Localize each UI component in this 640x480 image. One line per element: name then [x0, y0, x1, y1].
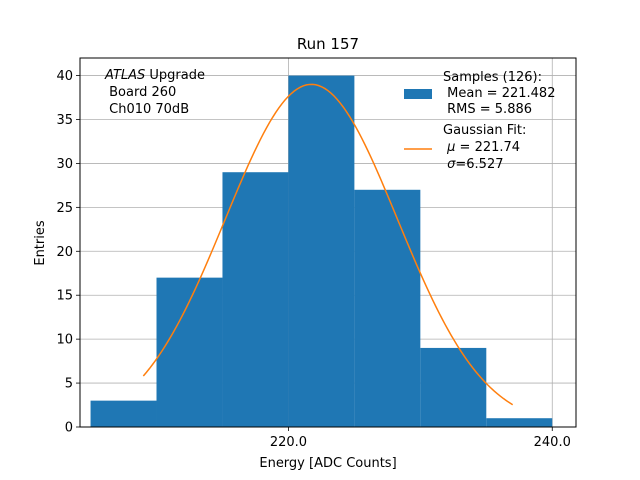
legend-sigma-value: =6.527: [455, 157, 503, 172]
histogram-bar: [90, 400, 157, 427]
x-tick-label: 240.0: [534, 435, 571, 450]
histogram-bar: [288, 75, 355, 428]
y-tick-label: 30: [56, 157, 73, 172]
histogram-bar: [222, 172, 289, 427]
y-tick-label: 20: [56, 245, 73, 260]
legend-samples-rms: RMS = 5.886: [443, 102, 532, 117]
legend-sigma-symbol: σ: [447, 157, 456, 172]
y-tick-label: 15: [56, 289, 73, 304]
annotation-italic: ATLAS: [104, 68, 145, 83]
y-tick-label: 35: [56, 113, 73, 128]
y-tick-label: 5: [65, 377, 73, 392]
histogram-bar: [420, 347, 487, 427]
annotation-upgrade: Upgrade: [145, 68, 205, 83]
plot-frame: [79, 57, 577, 428]
histogram-bars: [90, 75, 553, 428]
legend: Samples (126): Mean = 221.482 RMS = 5.88…: [404, 70, 555, 172]
legend-samples-title: Samples (126):: [443, 70, 542, 85]
annotation-line-2: Board 260: [105, 85, 176, 100]
legend-mu-symbol: μ: [446, 140, 455, 155]
atlas-annotation: ATLAS Upgrade Board 260 Ch010 70dB: [104, 68, 205, 117]
annotation-line-1: ATLAS Upgrade: [104, 68, 205, 83]
histogram-bar: [486, 418, 553, 427]
y-tick-label: 40: [56, 69, 73, 84]
y-axis-label: Entries: [33, 220, 48, 266]
legend-samples-swatch: [404, 89, 432, 99]
x-tick-label: 220.0: [270, 435, 307, 450]
histogram-bar: [354, 189, 421, 427]
y-tick-label: 25: [56, 201, 73, 216]
chart-title: Run 157: [297, 35, 359, 53]
fit-curve: [142, 83, 514, 406]
legend-fit-title: Gaussian Fit:: [443, 123, 526, 138]
legend-samples-mean: Mean = 221.482: [443, 86, 555, 101]
annotation-line-3: Ch010 70dB: [105, 102, 189, 117]
axis-ticks: 0 5 10 15 20 25 30 35 40 220.0 240.0: [56, 69, 570, 450]
gaussian-fit: [142, 83, 514, 406]
legend-fit-sigma: σ=6.527: [443, 157, 504, 172]
y-tick-label: 10: [56, 333, 73, 348]
x-axis-label: Energy [ADC Counts]: [259, 456, 396, 471]
y-tick-label: 0: [65, 421, 73, 436]
legend-fit-mu: μ = 221.74: [443, 140, 520, 155]
legend-mu-value: = 221.74: [455, 140, 520, 155]
